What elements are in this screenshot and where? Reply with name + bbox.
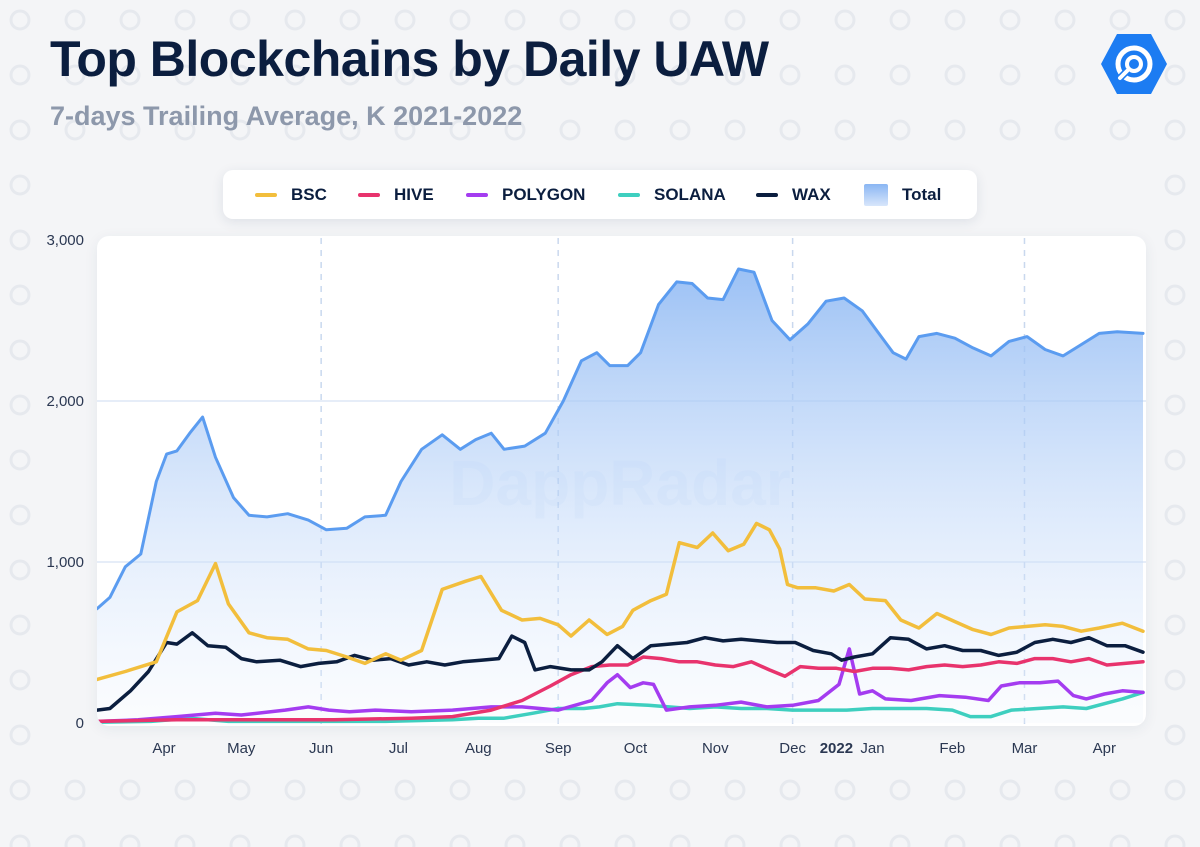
x-tick-label: Dec bbox=[779, 740, 806, 757]
x-tick-label: Jan bbox=[860, 740, 884, 757]
legend-swatch-polygon bbox=[466, 192, 488, 197]
chart-title: Top Blockchains by Daily UAW bbox=[50, 31, 769, 87]
legend-swatch-hive bbox=[358, 192, 380, 197]
chart-legend: BSC HIVE POLYGON SOLANA WAX Total bbox=[223, 170, 977, 219]
legend-label-wax: WAX bbox=[792, 184, 831, 204]
legend-swatch-bsc bbox=[255, 192, 277, 197]
x-tick-label: Nov bbox=[702, 740, 729, 757]
series-line-wax bbox=[97, 631, 1145, 712]
x-tick-label: Feb bbox=[939, 740, 965, 757]
legend-label-bsc: BSC bbox=[291, 184, 327, 204]
x-tick-label: Aug bbox=[465, 740, 492, 757]
x-tick-label: Mar bbox=[1012, 740, 1038, 757]
series-line-hive bbox=[97, 655, 1145, 724]
series-line-solana bbox=[97, 690, 1145, 724]
x-tick-label: 2022 bbox=[820, 740, 853, 757]
legend-item-wax[interactable]: WAX bbox=[756, 170, 831, 219]
y-tick-label: 3,000 bbox=[46, 232, 84, 249]
dappradar-logo-icon[interactable] bbox=[1100, 32, 1168, 96]
legend-swatch-wax bbox=[756, 192, 778, 197]
series-line-bsc bbox=[97, 521, 1145, 682]
x-tick-label: Sep bbox=[545, 740, 572, 757]
legend-swatch-solana bbox=[618, 192, 640, 197]
y-tick-label: 2,000 bbox=[46, 393, 84, 410]
x-tick-label: Apr bbox=[1093, 740, 1116, 757]
x-tick-label: Apr bbox=[152, 740, 175, 757]
x-tick-label: Oct bbox=[624, 740, 648, 757]
legend-label-polygon: POLYGON bbox=[502, 184, 586, 204]
x-tick-label: Jul bbox=[389, 740, 408, 757]
legend-item-polygon[interactable]: POLYGON bbox=[466, 170, 585, 219]
series-line-total bbox=[97, 267, 1145, 611]
y-tick-label: 1,000 bbox=[46, 554, 84, 571]
y-tick-label: 0 bbox=[76, 715, 84, 732]
legend-item-hive[interactable]: HIVE bbox=[358, 170, 434, 219]
x-tick-label: Jun bbox=[309, 740, 333, 757]
series-line-polygon bbox=[97, 647, 1145, 724]
legend-label-hive: HIVE bbox=[394, 184, 434, 204]
legend-item-bsc[interactable]: BSC bbox=[255, 170, 327, 219]
x-tick-label: May bbox=[227, 740, 256, 757]
series-area-total bbox=[97, 269, 1143, 723]
legend-item-total[interactable]: Total bbox=[864, 170, 941, 219]
chart-subtitle: 7-days Trailing Average, K 2021-2022 bbox=[50, 101, 523, 131]
legend-label-solana: SOLANA bbox=[654, 184, 726, 204]
legend-swatch-total bbox=[864, 183, 888, 206]
legend-label-total: Total bbox=[902, 184, 942, 204]
legend-item-solana[interactable]: SOLANA bbox=[618, 170, 726, 219]
